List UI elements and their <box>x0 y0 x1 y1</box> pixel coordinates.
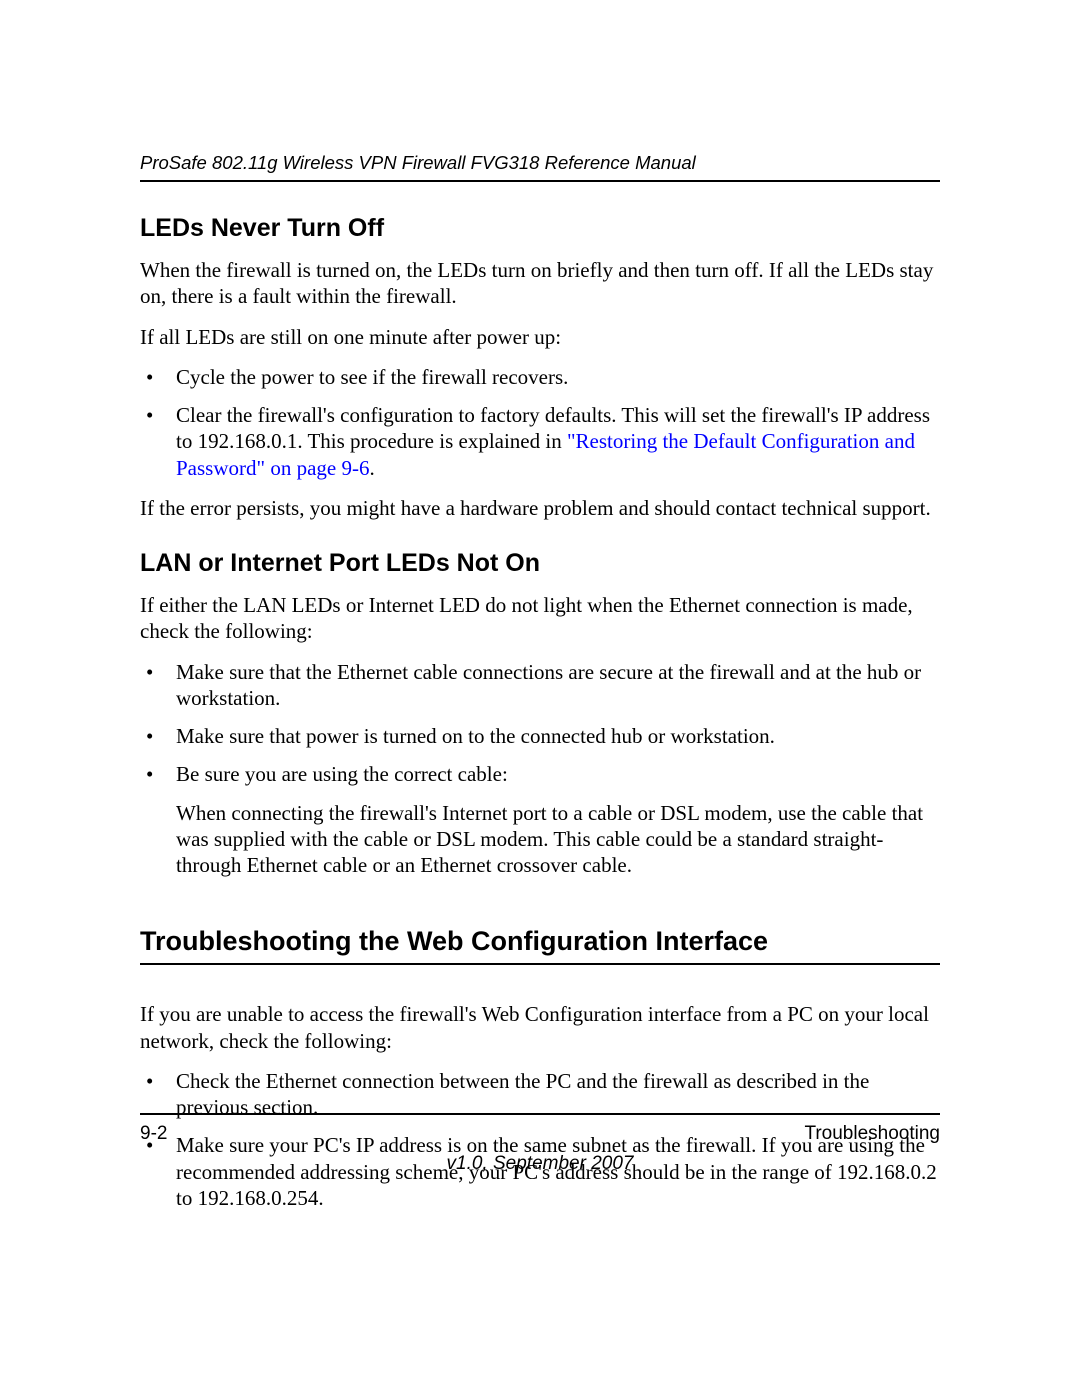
list-item: Cycle the power to see if the firewall r… <box>140 364 940 390</box>
heading-leds-never-off: LEDs Never Turn Off <box>140 214 940 243</box>
heading-web-config: Troubleshooting the Web Configuration In… <box>140 926 940 965</box>
heading-lan-leds-not-on: LAN or Internet Port LEDs Not On <box>140 549 940 578</box>
paragraph: If all LEDs are still on one minute afte… <box>140 324 940 350</box>
list-item: Be sure you are using the correct cable:… <box>140 761 940 878</box>
document-header: ProSafe 802.11g Wireless VPN Firewall FV… <box>140 152 940 182</box>
list-item-text: Check the Ethernet connection between th… <box>176 1069 869 1119</box>
list-item-text: . <box>369 456 374 480</box>
list-item-text: Be sure you are using the correct cable: <box>176 762 508 786</box>
section-name: Troubleshooting <box>804 1123 940 1145</box>
list-item-text: Make sure that power is turned on to the… <box>176 724 775 748</box>
paragraph: If either the LAN LEDs or Internet LED d… <box>140 592 940 645</box>
list-item: Make sure that power is turned on to the… <box>140 723 940 749</box>
paragraph: If the error persists, you might have a … <box>140 495 940 521</box>
version-line: v1.0, September 2007 <box>0 1153 1080 1175</box>
list-item-subtext: When connecting the firewall's Internet … <box>176 800 940 879</box>
list-item-text: Make sure that the Ethernet cable connec… <box>176 660 921 710</box>
bullet-list: Make sure that the Ethernet cable connec… <box>140 659 940 879</box>
paragraph: When the firewall is turned on, the LEDs… <box>140 257 940 310</box>
paragraph: If you are unable to access the firewall… <box>140 1001 940 1054</box>
page-container: ProSafe 802.11g Wireless VPN Firewall FV… <box>0 0 1080 1397</box>
bullet-list: Cycle the power to see if the firewall r… <box>140 364 940 481</box>
page-footer: 9-2 Troubleshooting <box>140 1113 940 1145</box>
page-number: 9-2 <box>140 1123 167 1145</box>
spacer <box>140 965 940 1001</box>
manual-title: ProSafe 802.11g Wireless VPN Firewall FV… <box>140 152 696 173</box>
list-item-text: Cycle the power to see if the firewall r… <box>176 365 568 389</box>
list-item: Clear the firewall's configuration to fa… <box>140 402 940 481</box>
list-item: Make sure that the Ethernet cable connec… <box>140 659 940 712</box>
